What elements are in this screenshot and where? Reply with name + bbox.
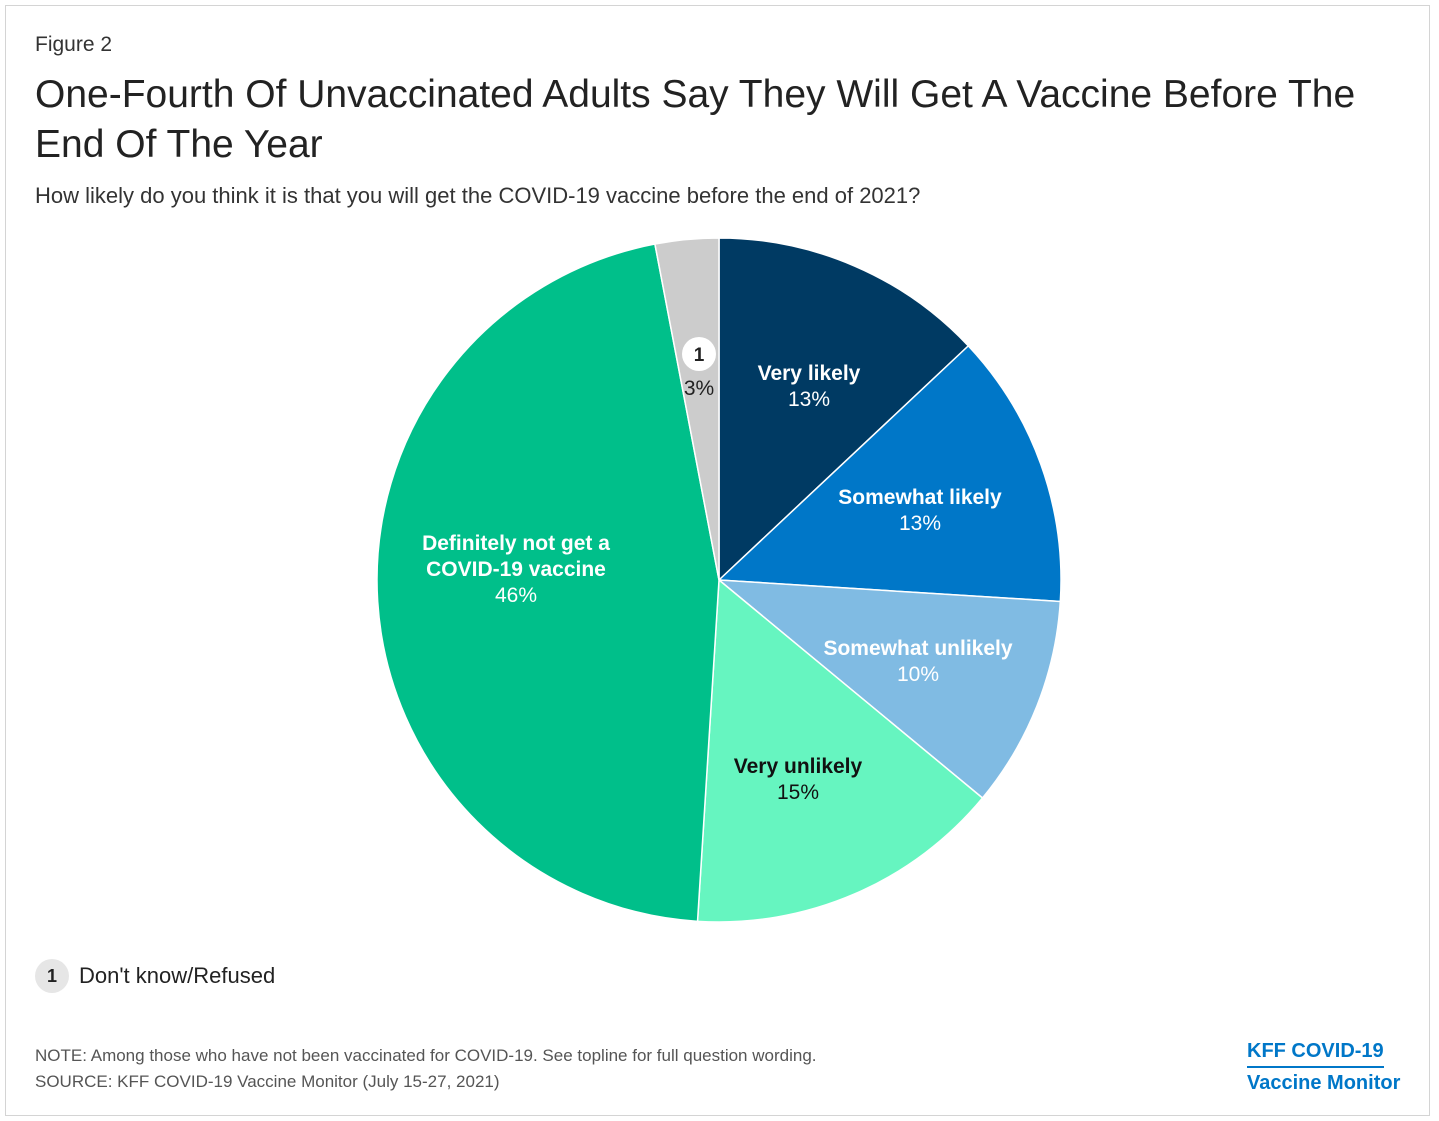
figure-frame <box>5 5 1430 1116</box>
pie-slice-4 <box>696 578 984 923</box>
slice-value-label: 15% <box>777 781 819 804</box>
slice-value-label: 46% <box>495 584 537 607</box>
slice-category-label: Somewhat unlikely <box>823 637 1012 660</box>
footnote-marker: 1 <box>694 345 705 366</box>
slice-category-label: Somewhat likely <box>838 486 1002 509</box>
slice-category-label: Very unlikely <box>734 755 863 778</box>
footnote-slice-label: 1 3% <box>682 337 716 400</box>
pie-slice-1 <box>718 237 970 582</box>
chart-title: One-Fourth Of Unvaccinated Adults Say Th… <box>35 73 1356 166</box>
legend: 1 Don't know/Refused <box>35 959 275 993</box>
chart-subtitle: How likely do you think it is that you w… <box>35 183 921 208</box>
figure-label: Figure 2 <box>35 33 113 56</box>
slice-value-label: 3% <box>684 377 714 400</box>
pie-slice-5 <box>376 243 720 923</box>
brand-logo: KFF COVID-19 Vaccine Monitor <box>1247 1036 1400 1098</box>
source-text: SOURCE: KFF COVID-19 Vaccine Monitor (Ju… <box>35 1072 500 1091</box>
footnote-badge <box>682 337 716 371</box>
legend-label: Don't know/Refused <box>79 963 276 988</box>
pie-slice-2 <box>717 344 1062 603</box>
notes-block: NOTE: Among those who have not been vacc… <box>35 1043 817 1095</box>
slice-value-label: 13% <box>899 512 941 535</box>
pie-slice-3 <box>716 579 1062 800</box>
slice-value-label: 13% <box>788 388 830 411</box>
slice-category-label: COVID-19 vaccine <box>426 558 606 581</box>
legend-marker: 1 <box>35 959 69 993</box>
note-text: NOTE: Among those who have not been vacc… <box>35 1046 817 1065</box>
pie-slice-6 <box>654 237 720 581</box>
slice-value-label: 10% <box>897 663 939 686</box>
brand-line2: Vaccine Monitor <box>1247 1072 1401 1094</box>
slice-category-label: Very likely <box>758 362 861 385</box>
slice-category-label: Definitely not get a <box>422 532 610 555</box>
brand-line1: KFF COVID-19 <box>1247 1036 1384 1068</box>
